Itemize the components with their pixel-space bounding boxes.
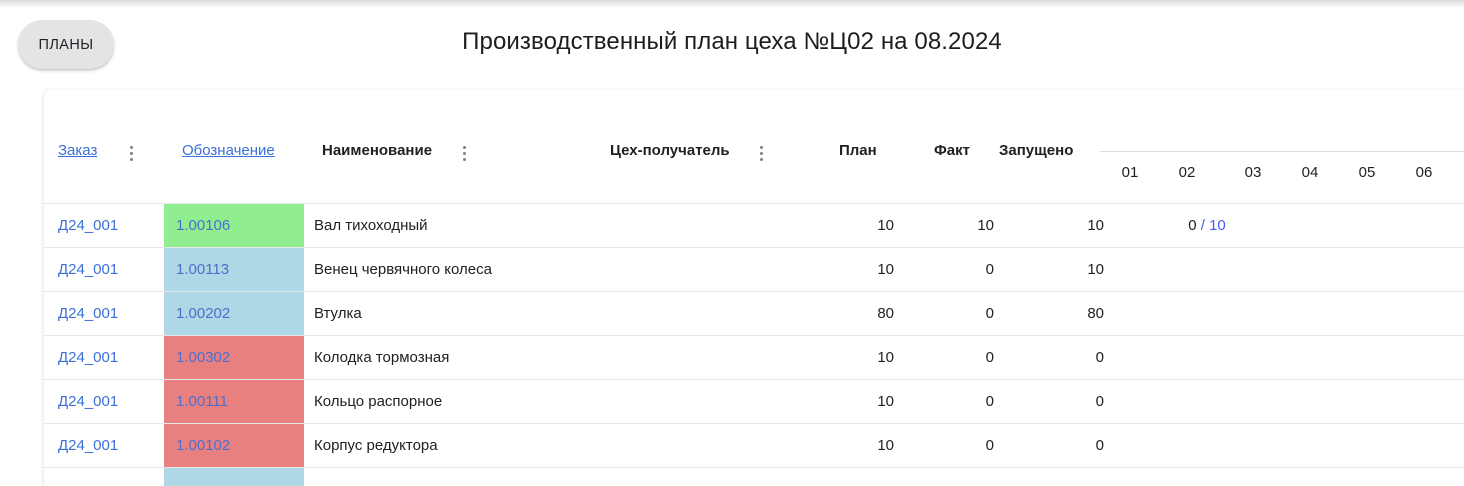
cell-launched: 0	[1095, 437, 1104, 454]
row-divider	[44, 379, 1464, 380]
plans-button-label: ПЛАНЫ	[38, 36, 94, 53]
day-value-total: 10	[1209, 217, 1226, 234]
day-header-02: 02	[1178, 164, 1196, 181]
row-divider	[44, 423, 1464, 424]
cell-name: Корпус редуктора	[314, 437, 438, 454]
table-row-partial[interactable]	[44, 468, 1464, 486]
cell-order[interactable]: Д24_001	[58, 437, 119, 454]
cell-launched: 0	[1095, 393, 1104, 410]
cell-name: Вал тихоходный	[314, 217, 428, 234]
header-receiving-shop: Цех-получатель	[610, 142, 730, 159]
table-row[interactable]: Д24_001 1.00111 Кольцо распорное 10 0 0	[44, 380, 1464, 424]
table-row[interactable]: Д24_001 1.00302 Колодка тормозная 10 0 0	[44, 336, 1464, 380]
cell-plan: 10	[877, 437, 894, 454]
page-title: Производственный план цеха №Ц02 на 08.20…	[462, 28, 1002, 55]
cell-designation[interactable]: 1.00113	[164, 248, 304, 292]
row-divider	[44, 467, 1464, 468]
table-row[interactable]: Д24_001 1.00106 Вал тихоходный 10 10 10 0 / 10	[44, 204, 1464, 248]
day-header-03: 03	[1244, 164, 1262, 181]
cell-name: Колодка тормозная	[314, 349, 450, 366]
cell-order[interactable]: Д24_001	[58, 261, 119, 278]
cell-designation[interactable]: 1.00302	[164, 336, 304, 380]
row-divider	[44, 203, 1464, 204]
plans-button[interactable]: ПЛАНЫ	[18, 20, 114, 69]
table-row[interactable]: Д24_001 1.00202 Втулка 80 0 80	[44, 292, 1464, 336]
cell-name: Втулка	[314, 305, 362, 322]
cell-launched: 10	[1087, 261, 1104, 278]
cell-order[interactable]: Д24_001	[58, 349, 119, 366]
app-bar-shadow	[0, 0, 1464, 8]
cell-day-value[interactable]: 0 / 10	[1152, 204, 1262, 248]
plan-table-card: Заказ Обозначение Наименование Цех-получ…	[44, 90, 1464, 486]
cell-fakt: 0	[985, 305, 994, 322]
header-receiving-shop-menu-icon[interactable]	[754, 142, 768, 164]
cell-fakt: 0	[985, 393, 994, 410]
cell-designation[interactable]: 1.00202	[164, 292, 304, 336]
header-fact: Факт	[934, 142, 970, 159]
day-group-divider	[1100, 151, 1464, 152]
cell-order[interactable]: Д24_001	[58, 217, 119, 234]
cell-launched: 80	[1087, 305, 1104, 322]
header-order[interactable]: Заказ	[58, 142, 98, 159]
day-header-04: 04	[1301, 164, 1319, 181]
cell-name: Кольцо распорное	[314, 393, 443, 410]
table-row[interactable]: Д24_001 1.00102 Корпус редуктора 10 0 0	[44, 424, 1464, 468]
day-value-separator: /	[1196, 217, 1210, 234]
cell-designation[interactable]: 1.00102	[164, 424, 304, 468]
cell-plan: 10	[877, 217, 894, 234]
cell-name: Венец червячного колеса	[314, 261, 492, 278]
cell-designation[interactable]: 1.00111	[164, 380, 304, 424]
day-header-01: 01	[1121, 164, 1139, 181]
cell-plan: 80	[877, 305, 894, 322]
cell-fakt: 0	[985, 437, 994, 454]
cell-launched: 0	[1095, 349, 1104, 366]
cell-launched: 10	[1087, 217, 1104, 234]
day-header-06: 06	[1415, 164, 1433, 181]
header-designation[interactable]: Обозначение	[182, 142, 275, 159]
cell-fakt: 10	[977, 217, 994, 234]
header-name: Наименование	[322, 142, 433, 159]
cell-plan: 10	[877, 261, 894, 278]
cell-fakt: 0	[985, 261, 994, 278]
header-plan: План	[839, 142, 877, 159]
day-header-05: 05	[1358, 164, 1376, 181]
header-launched: Запущено	[999, 142, 1074, 159]
row-divider	[44, 291, 1464, 292]
header-name-menu-icon[interactable]	[457, 142, 471, 164]
cell-fakt: 0	[985, 349, 994, 366]
cell-order[interactable]: Д24_001	[58, 393, 119, 410]
cell-plan: 10	[877, 349, 894, 366]
cell-designation[interactable]	[164, 468, 304, 486]
row-divider	[44, 247, 1464, 248]
table-header: Заказ Обозначение Наименование Цех-получ…	[44, 90, 1464, 204]
row-divider	[44, 335, 1464, 336]
header-order-menu-icon[interactable]	[124, 142, 138, 164]
day-value-done: 0	[1188, 217, 1197, 234]
table-row[interactable]: Д24_001 1.00113 Венец червячного колеса 10 0…	[44, 248, 1464, 292]
cell-order[interactable]: Д24_001	[58, 305, 119, 322]
cell-designation[interactable]: 1.00106	[164, 204, 304, 248]
cell-plan: 10	[877, 393, 894, 410]
